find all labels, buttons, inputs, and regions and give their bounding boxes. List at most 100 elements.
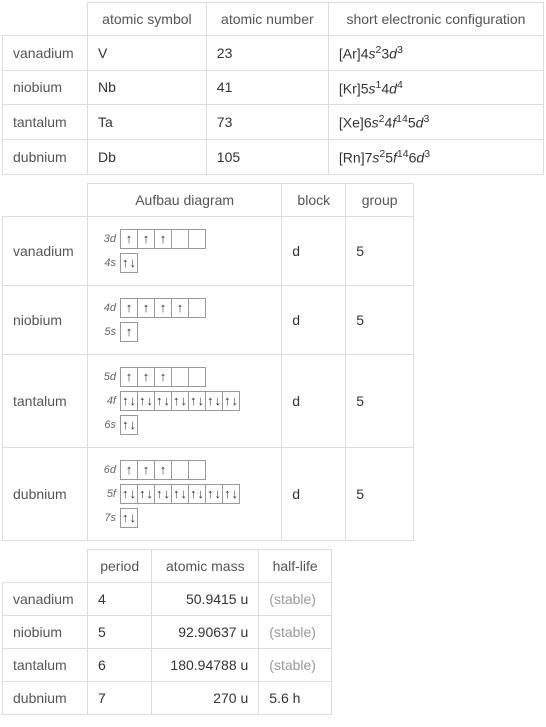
period-cell: 5	[88, 615, 152, 648]
group-cell: 5	[346, 285, 414, 354]
atomic-symbol-cell: Nb	[88, 70, 207, 105]
orbital-box: ↑↓	[120, 484, 138, 504]
block-cell: d	[282, 354, 346, 447]
column-header: period	[88, 549, 152, 582]
table-row: tantalum6180.94788 u(stable)	[3, 648, 332, 681]
elements-table-3: period atomic mass half-life vanadium450…	[2, 549, 332, 715]
element-name-cell: dubnium	[3, 139, 88, 174]
orbital-label: 6d	[98, 464, 116, 476]
orbital-box: ↑	[120, 322, 138, 342]
column-header: Aufbau diagram	[88, 183, 282, 216]
column-header: block	[282, 183, 346, 216]
orbital-label: 4d	[98, 302, 116, 314]
orbital-box: ↑	[137, 367, 155, 387]
orbital-label: 5f	[98, 488, 116, 500]
atomic-number-cell: 23	[206, 36, 328, 71]
orbital-label: 4f	[98, 395, 116, 407]
orbital-box	[188, 229, 206, 249]
table-row: tantalum 5d ↑↑↑ 4f ↑↓↑↓↑↓↑↓↑↓↑↓↑↓ 6s ↑↓ d5	[3, 354, 414, 447]
orbital-label: 5s	[98, 326, 116, 338]
elements-table-2: Aufbau diagram block group vanadium3d↑↑↑…	[2, 183, 414, 541]
empty-corner-cell	[3, 3, 88, 36]
column-header: half-life	[259, 549, 332, 582]
orbital-label: 6s	[98, 419, 116, 431]
table-row: tantalumTa73[Xe]6s24f145d3	[3, 105, 544, 140]
orbital-boxes: ↑↓	[120, 415, 138, 435]
group-cell: 5	[346, 447, 414, 540]
orbital-label: 5d	[98, 371, 116, 383]
orbital-box: ↑↓	[120, 391, 138, 411]
period-cell: 4	[88, 582, 152, 615]
orbital-box: ↑↓	[171, 484, 189, 504]
table-header-row: atomic symbol atomic number short electr…	[3, 3, 544, 36]
element-name-cell: tantalum	[3, 354, 88, 447]
column-header: atomic symbol	[88, 3, 207, 36]
aufbau-diagram: 5d ↑↑↑ 4f ↑↓↑↓↑↓↑↓↑↓↑↓↑↓ 6s ↑↓	[98, 363, 271, 439]
orbital-boxes: ↑	[120, 322, 138, 342]
element-name-cell: vanadium	[3, 36, 88, 71]
atomic-mass-cell: 92.90637 u	[152, 615, 259, 648]
orbital-boxes: ↑↑↑	[120, 229, 206, 249]
table-row: vanadium3d↑↑↑4s↑↓d5	[3, 216, 414, 285]
orbital-box: ↑↓	[154, 391, 172, 411]
period-cell: 7	[88, 681, 152, 714]
orbital-boxes: ↑↓	[120, 508, 138, 528]
half-life-cell: (stable)	[259, 615, 332, 648]
aufbau-diagram: 3d↑↑↑4s↑↓	[98, 225, 271, 277]
orbital-row: 3d↑↑↑	[98, 229, 271, 249]
orbital-box: ↑	[120, 367, 138, 387]
orbital-boxes: ↑↓↑↓↑↓↑↓↑↓↑↓↑↓	[120, 391, 240, 411]
atomic-mass-cell: 270 u	[152, 681, 259, 714]
orbital-box: ↑	[120, 460, 138, 480]
column-header: atomic mass	[152, 549, 259, 582]
orbital-box: ↑	[137, 298, 155, 318]
atomic-mass-cell: 50.9415 u	[152, 582, 259, 615]
block-cell: d	[282, 216, 346, 285]
group-cell: 5	[346, 354, 414, 447]
element-name-cell: niobium	[3, 615, 88, 648]
table-row: niobiumNb41[Kr]5s14d4	[3, 70, 544, 105]
orbital-box: ↑↓	[120, 415, 138, 435]
table-row: niobium592.90637 u(stable)	[3, 615, 332, 648]
table-row: dubnium7270 u5.6 h	[3, 681, 332, 714]
orbital-row: 6d↑↑↑	[98, 460, 271, 480]
element-name-cell: vanadium	[3, 582, 88, 615]
orbital-box: ↑↓	[188, 484, 206, 504]
half-life-cell: (stable)	[259, 648, 332, 681]
orbital-box: ↑	[137, 460, 155, 480]
element-name-cell: dubnium	[3, 447, 88, 540]
atomic-number-cell: 41	[206, 70, 328, 105]
empty-corner-cell	[3, 549, 88, 582]
half-life-cell: 5.6 h	[259, 681, 332, 714]
orbital-box	[188, 460, 206, 480]
group-cell: 5	[346, 216, 414, 285]
electron-config-cell: [Rn]7s25f146d3	[328, 139, 543, 174]
element-name-cell: tantalum	[3, 648, 88, 681]
orbital-box: ↑↓	[120, 508, 138, 528]
orbital-row: 4s↑↓	[98, 253, 271, 273]
orbital-label: 7s	[98, 512, 116, 524]
column-header: atomic number	[206, 3, 328, 36]
orbital-box: ↑↓	[205, 391, 223, 411]
orbital-box: ↑	[137, 229, 155, 249]
aufbau-cell: 3d↑↑↑4s↑↓	[88, 216, 282, 285]
table-header-row: Aufbau diagram block group	[3, 183, 414, 216]
element-name-cell: niobium	[3, 285, 88, 354]
orbital-label: 3d	[98, 233, 116, 245]
elements-table-1: atomic symbol atomic number short electr…	[2, 2, 544, 175]
block-cell: d	[282, 447, 346, 540]
orbital-boxes: ↑↑↑↑	[120, 298, 206, 318]
aufbau-diagram: 6d↑↑↑5f↑↓↑↓↑↓↑↓↑↓↑↓↑↓7s↑↓	[98, 456, 271, 532]
orbital-box: ↑	[154, 298, 172, 318]
orbital-row: 4f ↑↓↑↓↑↓↑↓↑↓↑↓↑↓	[98, 391, 271, 411]
orbital-box: ↑	[154, 229, 172, 249]
orbital-box: ↑	[120, 229, 138, 249]
orbital-box: ↑↓	[154, 484, 172, 504]
orbital-boxes: ↑↑↑	[120, 367, 206, 387]
orbital-row: 6s ↑↓	[98, 415, 271, 435]
atomic-number-cell: 73	[206, 105, 328, 140]
table-row: vanadiumV23[Ar]4s23d3	[3, 36, 544, 71]
atomic-symbol-cell: V	[88, 36, 207, 71]
orbital-box	[188, 367, 206, 387]
orbital-box: ↑↓	[171, 391, 189, 411]
